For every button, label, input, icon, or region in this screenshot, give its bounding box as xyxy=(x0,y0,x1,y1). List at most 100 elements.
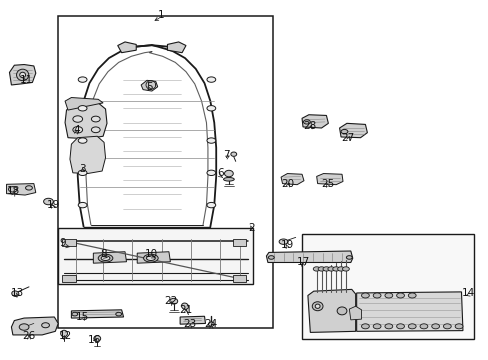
Ellipse shape xyxy=(78,202,87,208)
Ellipse shape xyxy=(327,267,334,271)
Ellipse shape xyxy=(169,298,177,304)
Ellipse shape xyxy=(73,127,82,133)
Text: 12: 12 xyxy=(58,331,72,341)
Text: 18: 18 xyxy=(7,186,20,197)
Polygon shape xyxy=(70,136,105,174)
Text: 21: 21 xyxy=(179,305,192,315)
Bar xyxy=(62,275,76,282)
Ellipse shape xyxy=(323,267,329,271)
Ellipse shape xyxy=(312,302,323,311)
Ellipse shape xyxy=(61,330,67,337)
Polygon shape xyxy=(266,251,352,262)
Ellipse shape xyxy=(78,105,87,111)
Text: 5: 5 xyxy=(146,82,152,92)
Polygon shape xyxy=(71,310,123,318)
Text: 15: 15 xyxy=(76,312,89,322)
Polygon shape xyxy=(356,292,462,331)
Ellipse shape xyxy=(206,170,215,176)
Ellipse shape xyxy=(407,293,415,298)
Text: 25: 25 xyxy=(321,179,334,189)
Ellipse shape xyxy=(431,324,439,329)
Ellipse shape xyxy=(230,152,236,156)
Text: 24: 24 xyxy=(204,319,218,329)
Polygon shape xyxy=(11,317,58,335)
Text: 6: 6 xyxy=(216,168,223,178)
Polygon shape xyxy=(9,64,36,85)
Text: 28: 28 xyxy=(303,121,316,131)
Ellipse shape xyxy=(315,304,320,309)
Ellipse shape xyxy=(94,336,101,341)
Bar xyxy=(232,239,246,246)
Ellipse shape xyxy=(91,127,100,133)
Ellipse shape xyxy=(384,293,392,298)
Polygon shape xyxy=(316,174,342,185)
Text: 9: 9 xyxy=(60,238,66,248)
Ellipse shape xyxy=(116,312,122,316)
Ellipse shape xyxy=(396,293,404,298)
Polygon shape xyxy=(6,184,36,195)
Polygon shape xyxy=(180,316,205,324)
Ellipse shape xyxy=(223,177,234,181)
Polygon shape xyxy=(65,103,107,139)
Ellipse shape xyxy=(41,323,49,328)
Ellipse shape xyxy=(19,324,29,330)
Ellipse shape xyxy=(407,324,415,329)
Ellipse shape xyxy=(43,198,53,205)
Ellipse shape xyxy=(346,256,351,259)
Text: 8: 8 xyxy=(100,248,106,258)
Text: 3: 3 xyxy=(79,164,86,174)
Ellipse shape xyxy=(206,105,215,111)
Ellipse shape xyxy=(443,324,450,329)
Text: 1: 1 xyxy=(158,10,164,20)
Text: 23: 23 xyxy=(183,319,196,329)
Bar xyxy=(58,16,272,328)
Ellipse shape xyxy=(101,256,110,261)
Text: 10: 10 xyxy=(145,248,158,258)
Text: 19: 19 xyxy=(47,200,60,210)
Text: 2: 2 xyxy=(248,224,255,233)
Text: 27: 27 xyxy=(341,133,354,143)
Text: 16: 16 xyxy=(87,334,101,345)
Polygon shape xyxy=(93,252,126,263)
Ellipse shape xyxy=(340,130,347,134)
Ellipse shape xyxy=(143,254,158,262)
Ellipse shape xyxy=(313,267,320,271)
Ellipse shape xyxy=(146,256,155,261)
Polygon shape xyxy=(302,115,328,128)
Ellipse shape xyxy=(396,324,404,329)
Text: 13: 13 xyxy=(11,288,24,298)
Ellipse shape xyxy=(181,303,188,309)
Ellipse shape xyxy=(336,307,346,315)
Text: 20: 20 xyxy=(280,179,293,189)
Text: 17: 17 xyxy=(296,257,309,267)
Ellipse shape xyxy=(332,267,339,271)
Polygon shape xyxy=(307,289,355,332)
Ellipse shape xyxy=(318,267,325,271)
Polygon shape xyxy=(118,42,136,53)
Polygon shape xyxy=(348,306,361,320)
Ellipse shape xyxy=(20,72,25,78)
Ellipse shape xyxy=(78,77,87,82)
Ellipse shape xyxy=(206,138,215,143)
Text: 26: 26 xyxy=(22,331,36,341)
Polygon shape xyxy=(65,98,103,110)
Polygon shape xyxy=(281,174,304,185)
Ellipse shape xyxy=(91,116,100,122)
Ellipse shape xyxy=(78,138,87,143)
Ellipse shape xyxy=(224,170,233,177)
Bar xyxy=(62,239,76,246)
Ellipse shape xyxy=(72,312,78,316)
Polygon shape xyxy=(137,252,170,263)
Ellipse shape xyxy=(361,324,368,329)
Text: 19: 19 xyxy=(280,239,293,249)
Ellipse shape xyxy=(384,324,392,329)
Ellipse shape xyxy=(361,293,368,298)
Text: 11: 11 xyxy=(20,75,33,85)
Ellipse shape xyxy=(206,77,215,82)
Ellipse shape xyxy=(337,267,344,271)
Ellipse shape xyxy=(268,256,274,259)
Ellipse shape xyxy=(98,254,113,262)
Text: 4: 4 xyxy=(73,125,80,135)
Bar xyxy=(232,275,246,282)
Text: 7: 7 xyxy=(222,150,229,160)
